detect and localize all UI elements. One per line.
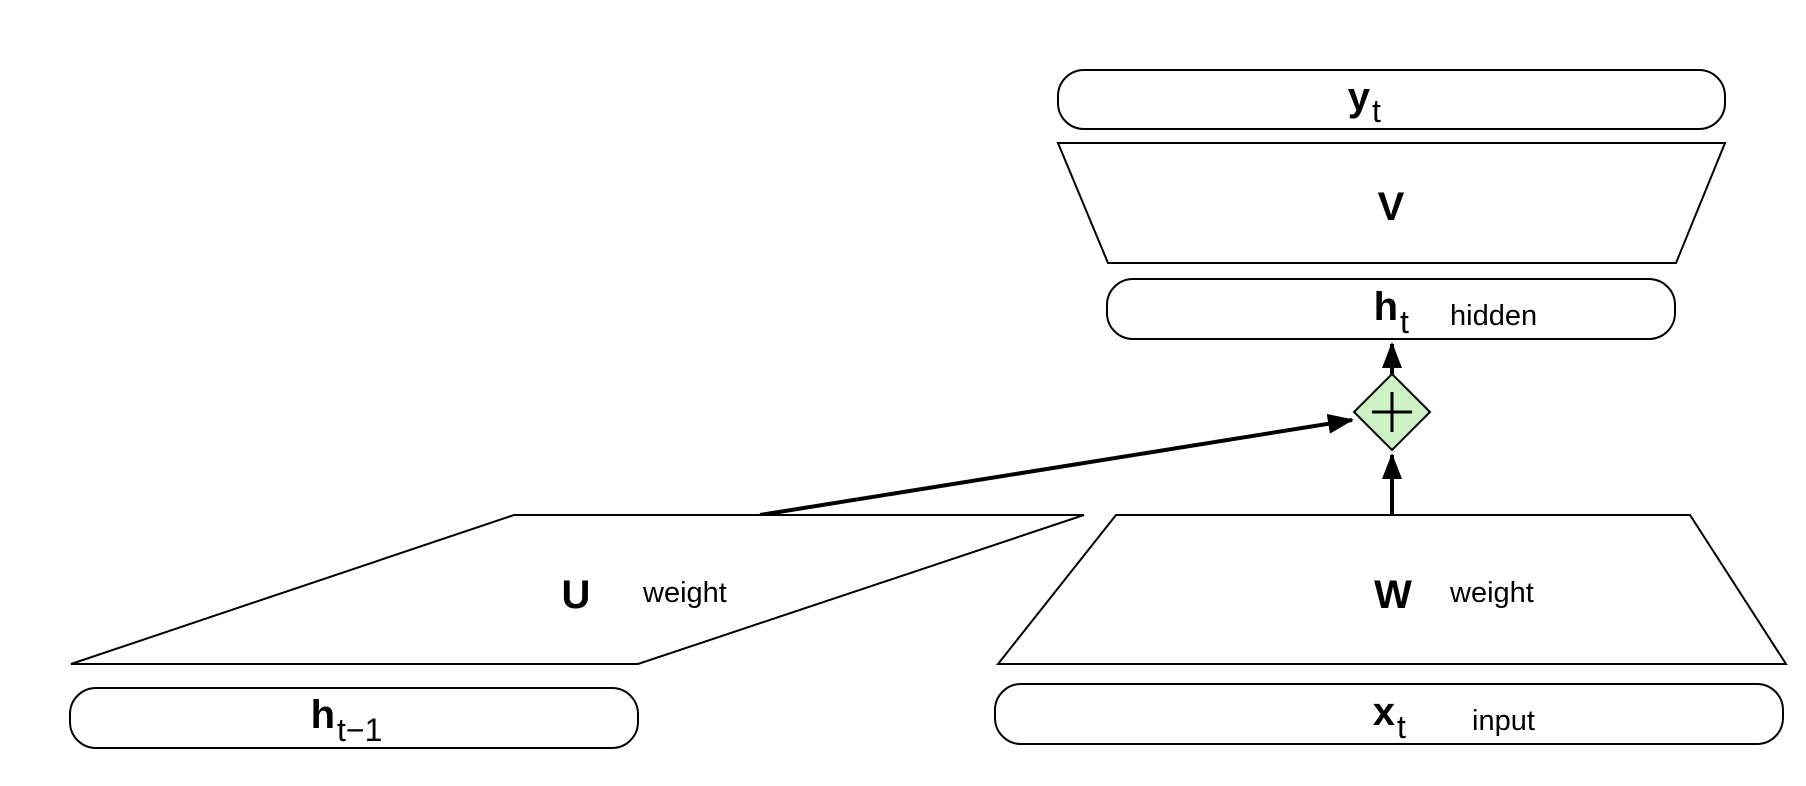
u-weight-node: U weight bbox=[70, 514, 1085, 665]
output-node: y t bbox=[1057, 69, 1726, 130]
u-weight-note: weight bbox=[642, 577, 727, 609]
w-weight-label: W bbox=[1374, 573, 1412, 617]
input-box bbox=[994, 683, 1784, 745]
input-subscript: t bbox=[1397, 709, 1406, 745]
prev-hidden-label: h bbox=[311, 693, 335, 737]
prev-hidden-subscript: t−1 bbox=[337, 712, 382, 748]
hidden-label: h bbox=[1374, 285, 1398, 329]
u-weight-shape bbox=[70, 514, 1085, 665]
u-weight-label: U bbox=[562, 573, 591, 617]
input-label: x bbox=[1373, 690, 1395, 734]
prev-hidden-node: h t−1 bbox=[69, 687, 639, 749]
v-weight-label: V bbox=[1378, 185, 1405, 229]
sum-node bbox=[1352, 372, 1432, 452]
output-box bbox=[1057, 69, 1726, 130]
v-weight-node: V bbox=[1056, 142, 1727, 264]
hidden-subscript: t bbox=[1400, 304, 1409, 340]
hidden-note: hidden bbox=[1450, 300, 1537, 332]
input-node: x t input bbox=[994, 683, 1784, 745]
output-subscript: t bbox=[1372, 93, 1381, 129]
output-label: y bbox=[1348, 75, 1371, 119]
prev-hidden-box bbox=[69, 687, 639, 749]
w-weight-node: W weight bbox=[995, 514, 1788, 665]
v-weight-shape bbox=[1056, 142, 1727, 264]
input-note: input bbox=[1472, 705, 1535, 737]
w-weight-note: weight bbox=[1449, 577, 1534, 609]
hidden-node: h t hidden bbox=[1106, 278, 1676, 340]
plus-icon bbox=[1372, 392, 1412, 432]
w-weight-shape bbox=[995, 514, 1788, 665]
arrow-u-to-sum bbox=[759, 413, 1354, 517]
hidden-box bbox=[1106, 278, 1676, 340]
